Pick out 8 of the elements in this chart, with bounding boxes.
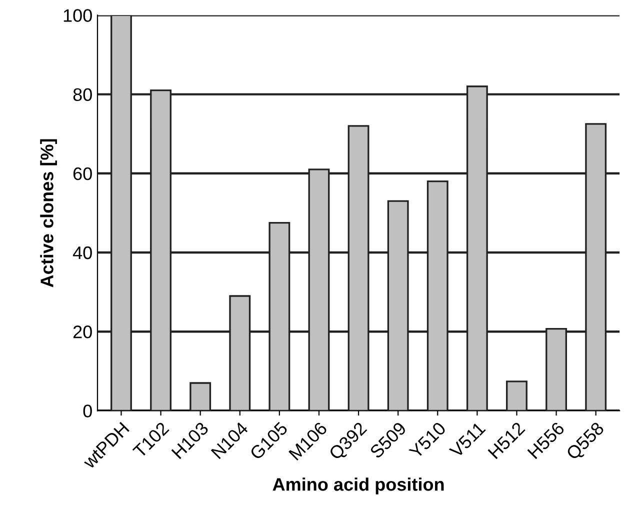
y-tick-label: 20: [73, 326, 92, 338]
y-tick-label: 0: [83, 404, 92, 418]
x-axis-title: Amino acid position: [272, 478, 444, 494]
y-tick-label: 40: [72, 246, 92, 260]
y-tick-label: 80: [73, 88, 92, 102]
y-tick-label: 100: [64, 9, 92, 22]
y-axis-title: Active clones [%]: [40, 139, 57, 288]
y-tick-label: 60: [73, 167, 92, 180]
